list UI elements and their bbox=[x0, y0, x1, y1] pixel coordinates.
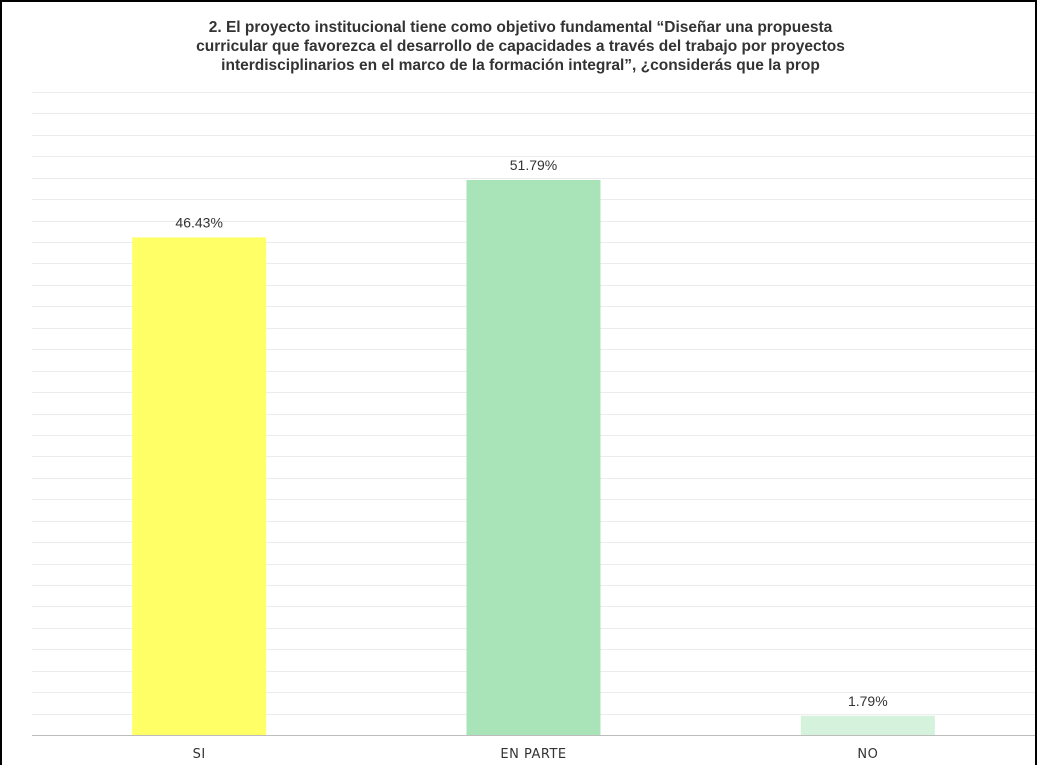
chart-title-line-3: interdisciplinarios en el marco de la fo… bbox=[221, 57, 820, 74]
x-tick-label: SI bbox=[193, 747, 206, 762]
bar-si bbox=[132, 237, 267, 735]
data-label: 1.79% bbox=[848, 693, 888, 709]
x-tick-label: NO bbox=[857, 747, 878, 762]
chart-title-line-1: 2. El proyecto institucional tiene como … bbox=[208, 19, 833, 36]
x-tick-label: EN PARTE bbox=[500, 747, 566, 762]
chart-title-line-2: curricular que favorezca el desarrollo d… bbox=[196, 38, 845, 55]
data-label: 51.79% bbox=[510, 157, 557, 173]
bar-no bbox=[800, 715, 935, 735]
chart-title: 2. El proyecto institucional tiene como … bbox=[42, 18, 999, 75]
data-label: 46.43% bbox=[175, 214, 222, 230]
bar-en-parte bbox=[466, 179, 601, 735]
